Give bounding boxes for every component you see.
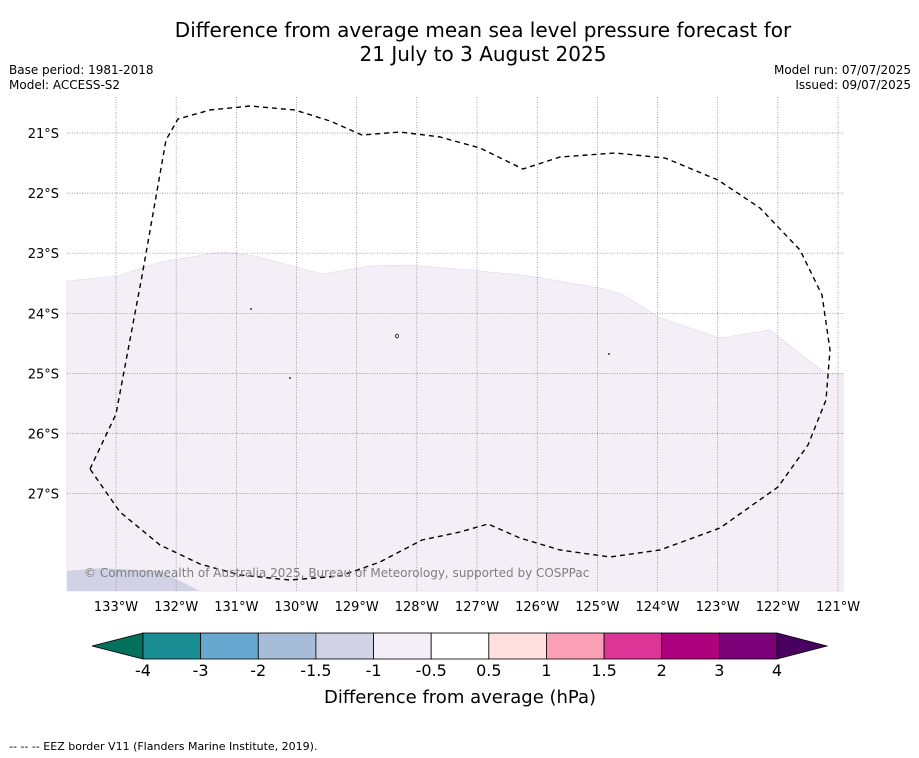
eez-border xyxy=(89,105,831,581)
longitude-tick-label: 128°W xyxy=(395,600,439,615)
model-run-label: Model run: 07/07/2025 xyxy=(773,63,911,77)
latitude-tick-label: 25°S xyxy=(28,367,59,382)
base-period-label: Base period: 1981-2018 xyxy=(9,63,154,77)
longitude-tick-label: 121°W xyxy=(816,600,860,615)
latitude-tick-label: 22°S xyxy=(28,187,59,202)
colorbar-tick-label: -0.5 xyxy=(416,661,447,680)
colorbar-tick-label: -1.5 xyxy=(300,661,331,680)
issued-label: Issued: 09/07/2025 xyxy=(795,78,911,92)
island-marker xyxy=(289,377,291,379)
colorbar-cell xyxy=(373,632,432,660)
colorbar-tick-label: -3 xyxy=(193,661,209,680)
colorbar-cell xyxy=(200,632,259,660)
latitude-tick-label: 21°S xyxy=(28,127,59,142)
longitude-tick-label: 131°W xyxy=(214,600,258,615)
run-info: Model run: 07/07/2025 Issued: 09/07/2025 xyxy=(774,63,911,93)
colorbar-tick-label: 1 xyxy=(541,661,551,680)
longitude-tick-label: 125°W xyxy=(575,600,619,615)
longitude-tick-label: 130°W xyxy=(274,600,318,615)
longitude-tick-label: 133°W xyxy=(94,600,138,615)
base-info: Base period: 1981-2018 Model: ACCESS-S2 xyxy=(9,63,154,93)
copyright-notice: © Commonwealth of Australia 2025, Bureau… xyxy=(84,566,589,580)
colorbar-cell xyxy=(661,632,720,660)
colorbar-cell xyxy=(430,632,490,660)
latitude-tick-label: 24°S xyxy=(28,307,59,322)
colorbar-over-arrow xyxy=(776,632,829,660)
longitude-tick-label: 123°W xyxy=(696,600,740,615)
island-markers xyxy=(250,308,610,379)
latitude-tick-label: 26°S xyxy=(28,428,59,443)
model-label: Model: ACCESS-S2 xyxy=(9,78,121,92)
colorbar-ticks: -4 -3 -2 -1.5 -1 -0.5 0.5 1 1.5 2 3 4 xyxy=(135,661,782,680)
longitude-tick-label: 129°W xyxy=(335,600,379,615)
longitude-tick-label: 132°W xyxy=(154,600,198,615)
colorbar: -4 -3 -2 -1.5 -1 -0.5 0.5 1 1.5 2 3 4 Difference fr… xyxy=(91,632,829,708)
longitude-tick-label: 126°W xyxy=(515,600,559,615)
colorbar-under-arrow xyxy=(91,632,144,660)
latitude-tick-label: 23°S xyxy=(28,247,59,262)
colorbar-tick-label: -1 xyxy=(366,661,382,680)
longitude-tick-label: 127°W xyxy=(455,600,499,615)
anomaly-region-light xyxy=(66,251,844,592)
island-marker xyxy=(250,308,252,310)
colorbar-cell xyxy=(257,632,317,660)
colorbar-tick-label: 4 xyxy=(772,661,782,680)
graticule xyxy=(67,97,843,591)
island-marker xyxy=(608,353,610,355)
colorbar-cell xyxy=(142,632,202,660)
island-marker xyxy=(395,333,399,339)
colorbar-cell xyxy=(603,632,663,660)
colorbar-tick-label: 1.5 xyxy=(591,661,616,680)
colorbar-cell xyxy=(488,632,547,660)
longitude-tick-label: 122°W xyxy=(756,600,800,615)
longitude-labels: 133°W 132°W 131°W 130°W 129°W 128°W 127°W 126°W… xyxy=(94,600,860,615)
colorbar-cell xyxy=(546,632,605,660)
colorbar-cells xyxy=(142,632,778,660)
title-line-1: Difference from average mean sea level p… xyxy=(174,18,792,42)
eez-footnote: -- -- -- EEZ border V11 (Flanders Marine… xyxy=(9,740,318,753)
colorbar-title: Difference from average (hPa) xyxy=(324,687,596,708)
colorbar-tick-label: 3 xyxy=(714,661,724,680)
colorbar-tick-label: 2 xyxy=(657,661,667,680)
latitude-tick-label: 27°S xyxy=(28,488,59,503)
colorbar-tick-label: -2 xyxy=(250,661,266,680)
colorbar-tick-label: -4 xyxy=(135,661,151,680)
colorbar-cell xyxy=(718,632,778,660)
title-line-2: 21 July to 3 August 2025 xyxy=(359,42,607,66)
latitude-labels: 21°S 22°S 23°S 24°S 25°S 26°S 27°S xyxy=(28,127,59,503)
map-title: Difference from average mean sea level p… xyxy=(0,18,919,66)
map-panel: © Commonwealth of Australia 2025, Bureau… xyxy=(66,97,844,592)
colorbar-cell xyxy=(315,632,374,660)
anomaly-region-dark xyxy=(67,568,200,591)
longitude-tick-label: 124°W xyxy=(635,600,679,615)
colorbar-tick-label: 0.5 xyxy=(476,661,501,680)
